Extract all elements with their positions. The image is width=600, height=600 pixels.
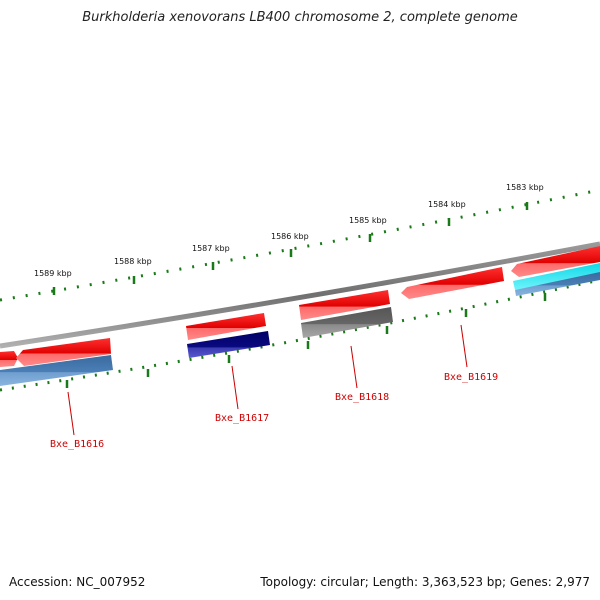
gene-feature[interactable] bbox=[515, 272, 600, 296]
gene-label-leaders bbox=[67, 324, 468, 436]
gene-feature[interactable] bbox=[0, 351, 18, 367]
gene-feature[interactable] bbox=[401, 267, 504, 299]
ruler-tick-label: 1588 kbp bbox=[114, 257, 152, 266]
gene-feature[interactable] bbox=[511, 246, 600, 277]
gene-feature[interactable] bbox=[301, 307, 393, 338]
inner-ruler bbox=[0, 278, 600, 392]
ruler-tick-label: 1585 kbp bbox=[349, 216, 387, 225]
gene-feature[interactable] bbox=[0, 355, 113, 386]
gene-feature[interactable] bbox=[299, 290, 390, 320]
reverse-strand-genes bbox=[0, 263, 600, 386]
gene-feature[interactable] bbox=[186, 313, 266, 340]
gene-feature[interactable] bbox=[187, 331, 270, 358]
ruler-tick-label: 1583 kbp bbox=[506, 183, 544, 192]
ruler-tick-label: 1584 kbp bbox=[428, 200, 466, 209]
ruler-tick-label: 1586 kbp bbox=[271, 232, 309, 241]
gene-label-bxe-b1619[interactable]: Bxe_B1619 bbox=[444, 372, 498, 383]
leader-line bbox=[350, 345, 358, 389]
genome-backbone bbox=[0, 241, 600, 349]
ruler-tick-label: 1587 kbp bbox=[192, 244, 230, 253]
ruler-tick-label: 1589 kbp bbox=[34, 269, 72, 278]
gene-label-bxe-b1616[interactable]: Bxe_B1616 bbox=[50, 439, 104, 450]
outer-ruler: 1589 kbp 1588 kbp 1587 kbp 1586 kbp 1585 kbp… bbox=[0, 183, 600, 302]
inner-ruler-dots bbox=[0, 278, 600, 392]
gene-feature[interactable] bbox=[16, 338, 111, 366]
outer-ruler-dots bbox=[0, 188, 600, 302]
leader-line bbox=[231, 365, 239, 410]
leader-line bbox=[460, 324, 468, 368]
map-title: Burkholderia xenovorans LB400 chromosome… bbox=[82, 10, 518, 25]
gene-labels: Bxe_B1616 Bxe_B1617 Bxe_B1618 Bxe_B1619 bbox=[50, 372, 498, 450]
gene-feature[interactable] bbox=[513, 263, 600, 290]
gene-label-bxe-b1617[interactable]: Bxe_B1617 bbox=[215, 413, 269, 424]
accession-text: Accession: NC_007952 bbox=[9, 575, 146, 589]
genome-summary-text: Topology: circular; Length: 3,363,523 bp… bbox=[260, 575, 590, 589]
leader-line bbox=[67, 391, 75, 436]
gene-label-bxe-b1618[interactable]: Bxe_B1618 bbox=[335, 392, 389, 403]
forward-strand-genes bbox=[0, 246, 600, 367]
